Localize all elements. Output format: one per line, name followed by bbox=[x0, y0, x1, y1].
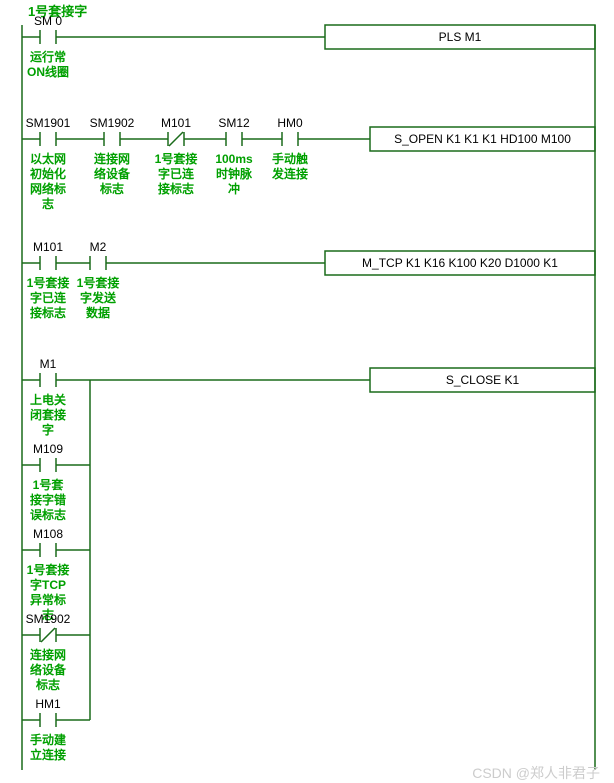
contact-label: M108 bbox=[33, 527, 63, 541]
contact-comment: 立连接 bbox=[30, 747, 66, 762]
contact-comment: 接标志 bbox=[158, 181, 194, 196]
output-text: PLS M1 bbox=[439, 30, 482, 44]
contact-label: M1 bbox=[40, 357, 57, 371]
contact-comment: 网络标 bbox=[30, 181, 66, 196]
contact-comment: 1号套接 bbox=[27, 562, 70, 577]
contact-label: HM0 bbox=[277, 116, 303, 130]
contact-comment: 100ms bbox=[215, 152, 253, 166]
contact-label: SM12 bbox=[218, 116, 250, 130]
watermark: CSDN @郑人非君子 bbox=[472, 765, 600, 781]
contact-comment: 手动触 bbox=[272, 151, 308, 166]
contact-label: M109 bbox=[33, 442, 63, 456]
output-text: S_OPEN K1 K1 K1 HD100 M100 bbox=[394, 132, 571, 146]
contact-comment: 发连接 bbox=[271, 166, 308, 181]
contact-comment: ON线圈 bbox=[27, 64, 69, 79]
contact-comment: 字发送 bbox=[80, 290, 117, 305]
contact-label: HM1 bbox=[35, 697, 61, 711]
contact-label: SM1901 bbox=[26, 116, 71, 130]
contact-comment: 标志 bbox=[99, 181, 124, 196]
contact-comment: 数据 bbox=[86, 305, 110, 320]
output-text: S_CLOSE K1 bbox=[446, 373, 520, 387]
contact-comment: 络设备 bbox=[94, 166, 131, 181]
contact-comment: 1号套 bbox=[33, 477, 65, 492]
contact-comment: 1号套接 bbox=[27, 275, 70, 290]
contact-comment: 1号套接 bbox=[155, 151, 198, 166]
contact-label: M2 bbox=[90, 240, 107, 254]
contact-comment: 连接网 bbox=[94, 151, 130, 166]
contact-comment: 手动建 bbox=[30, 732, 67, 747]
contact-comment: 时钟脉 bbox=[216, 166, 253, 181]
contact-comment: 运行常 bbox=[30, 49, 66, 64]
contact-comment: 异常标 bbox=[30, 592, 66, 607]
contact-comment: 字已连 bbox=[30, 290, 67, 305]
contact-comment: 标志 bbox=[35, 677, 60, 692]
output-text: M_TCP K1 K16 K100 K20 D1000 K1 bbox=[362, 256, 558, 270]
contact-comment: 以太网 bbox=[30, 151, 66, 166]
contact-label: SM 0 bbox=[34, 14, 62, 28]
contact-comment: 字已连 bbox=[158, 166, 195, 181]
contact-label: M101 bbox=[161, 116, 191, 130]
contact-comment: 字 bbox=[42, 422, 54, 437]
contact-label: M101 bbox=[33, 240, 63, 254]
contact-comment: 接标志 bbox=[30, 305, 66, 320]
contact-comment: 上电关 bbox=[30, 392, 66, 407]
contact-comment: 连接网 bbox=[30, 647, 66, 662]
contact-comment: 字TCP bbox=[30, 577, 66, 592]
contact-comment: 接字错 bbox=[30, 492, 66, 507]
contact-comment: 络设备 bbox=[30, 662, 67, 677]
contact-comment: 1号套接 bbox=[77, 275, 120, 290]
contact-comment: 志 bbox=[42, 196, 54, 211]
contact-comment: 误标志 bbox=[30, 507, 66, 522]
contact-label: SM1902 bbox=[26, 612, 71, 626]
contact-comment: 闭套接 bbox=[30, 407, 66, 422]
contact-comment: 冲 bbox=[228, 181, 240, 196]
contact-label: SM1902 bbox=[90, 116, 135, 130]
contact-comment: 初始化 bbox=[30, 166, 66, 181]
